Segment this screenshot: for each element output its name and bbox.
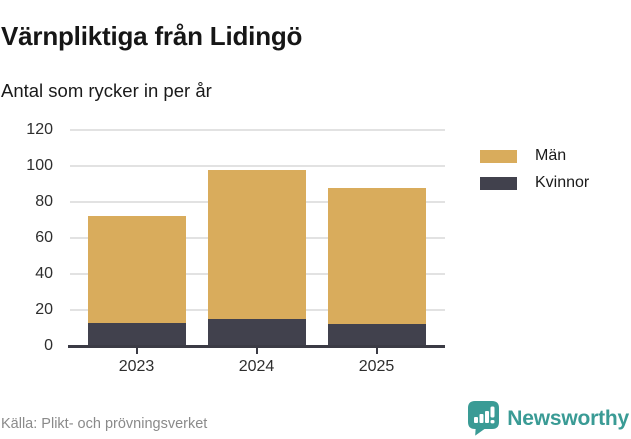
x-axis-tick-label: 2024	[238, 358, 275, 375]
source-caption: Källa: Plikt- och prövningsverket	[1, 416, 208, 432]
y-gridline	[70, 129, 445, 131]
legend-item-kvinnor: Kvinnor	[480, 174, 589, 192]
bar-segment-man-2025	[327, 187, 426, 325]
x-axis-tick	[135, 347, 138, 354]
y-axis-tick-label: 80	[35, 193, 53, 210]
y-gridline	[70, 165, 445, 167]
chart-title: Värnpliktiga från Lidingö	[1, 21, 303, 52]
chart-legend: Män Kvinnor	[480, 147, 589, 192]
x-axis-tick-label: 2023	[118, 358, 155, 375]
bar-chart-speech-bubble-icon	[468, 401, 500, 436]
legend-swatch-man	[480, 149, 517, 163]
y-axis-tick-label: 40	[35, 265, 53, 282]
brand-logo: Newsworthy	[468, 401, 629, 436]
x-axis-tick-label: 2025	[358, 358, 395, 375]
bar-segment-kvinnor-2023	[87, 322, 186, 346]
legend-label-kvinnor: Kvinnor	[535, 174, 590, 191]
x-axis-line	[68, 345, 445, 348]
bar-segment-man-2023	[87, 216, 186, 323]
brand-name: Newsworthy	[507, 406, 629, 430]
bar-segment-kvinnor-2025	[327, 324, 426, 346]
y-axis-tick-label: 20	[35, 301, 53, 318]
legend-item-man: Män	[480, 147, 589, 165]
chart-subtitle: Antal som rycker in per år	[1, 80, 212, 101]
y-axis-tick-label: 60	[35, 229, 53, 246]
x-axis-tick	[255, 347, 258, 354]
bar-segment-kvinnor-2024	[207, 319, 306, 346]
y-axis-tick-label: 100	[26, 157, 53, 174]
y-axis-tick-label: 0	[44, 337, 53, 354]
x-axis-tick	[375, 347, 378, 354]
bar-segment-man-2024	[207, 169, 306, 319]
legend-label-man: Män	[535, 147, 567, 164]
y-axis-tick-label: 120	[26, 121, 53, 138]
legend-swatch-kvinnor	[480, 176, 517, 190]
